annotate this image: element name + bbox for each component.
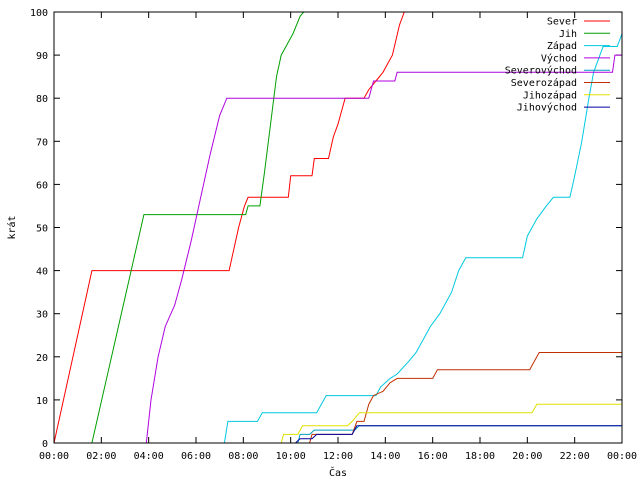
x-tick-label: 16:00	[418, 451, 448, 462]
x-tick-label: 12:00	[323, 451, 353, 462]
legend-label-jihozapad: Jihozápad	[523, 89, 577, 101]
x-tick-label: 00:00	[39, 451, 69, 462]
legend-label-severovychod: Severovýchod	[505, 65, 577, 77]
x-tick-label: 06:00	[181, 451, 211, 462]
x-tick-label: 00:00	[607, 451, 637, 462]
y-tick-label: 80	[36, 94, 48, 105]
series-line-zapad	[223, 33, 622, 443]
y-tick-label: 10	[36, 396, 48, 407]
y-axis-label: krát	[6, 215, 18, 239]
legend-label-zapad: Západ	[547, 40, 577, 52]
x-tick-label: 04:00	[134, 451, 164, 462]
y-tick-label: 70	[36, 137, 48, 148]
series-line-jihozapad	[280, 403, 622, 443]
x-tick-label: 14:00	[370, 451, 400, 462]
legend-label-severozapad: Severozápad	[511, 77, 577, 89]
legend-label-jihovychod: Jihovýchod	[517, 102, 577, 114]
legend: SeverJihZápadVýchodSeverovýchodSeverozáp…	[505, 17, 610, 114]
series-line-sever	[54, 12, 405, 443]
y-tick-label: 60	[36, 180, 48, 191]
series-line-severozapad	[309, 352, 622, 443]
x-tick-label: 02:00	[86, 451, 116, 462]
x-axis-label: Čas	[329, 466, 347, 479]
y-tick-label: 90	[36, 51, 48, 62]
legend-label-sever: Sever	[547, 17, 577, 28]
x-tick-label: 18:00	[465, 451, 495, 462]
series-lines	[54, 12, 622, 443]
series-line-jih	[91, 12, 305, 443]
x-tick-label: 08:00	[228, 451, 258, 462]
series-line-jihovychod	[295, 425, 622, 443]
legend-label-jih: Jih	[559, 29, 577, 40]
x-tick-label: 10:00	[276, 451, 306, 462]
y-tick-label: 30	[36, 310, 48, 321]
x-tick-label: 20:00	[512, 451, 542, 462]
x-tick-label: 22:00	[560, 451, 590, 462]
plot-area-frame	[53, 11, 623, 444]
y-tick-label: 20	[36, 353, 48, 364]
y-tick-label: 50	[36, 224, 48, 235]
y-tick-label: 40	[36, 267, 48, 278]
y-tick-label: 100	[30, 8, 48, 19]
y-tick-label: 0	[42, 439, 48, 450]
series-line-vychod	[145, 54, 622, 443]
legend-label-vychod: Východ	[541, 52, 577, 64]
